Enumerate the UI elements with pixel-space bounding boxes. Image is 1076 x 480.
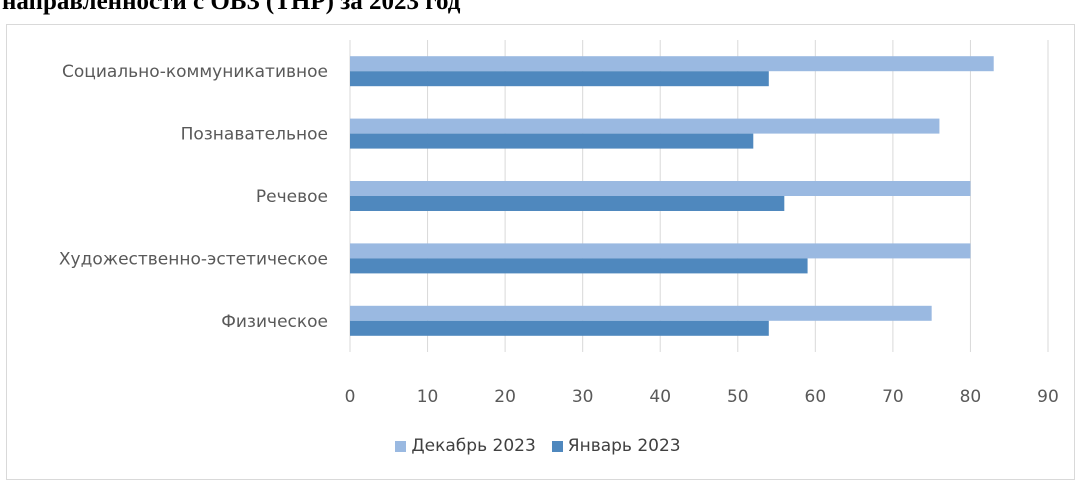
x-tick-label: 30 — [572, 387, 594, 407]
bar-january-0 — [350, 71, 769, 87]
bar-december-3 — [350, 243, 971, 259]
legend: Декабрь 2023 Январь 2023 — [0, 436, 1076, 456]
x-tick-label: 80 — [960, 387, 982, 407]
bar-december-1 — [350, 118, 940, 134]
legend-item-january: Январь 2023 — [551, 436, 681, 456]
category-label: Речевое — [256, 187, 328, 207]
bar-december-4 — [350, 305, 932, 321]
x-tick-label: 20 — [494, 387, 516, 407]
legend-label-december: Декабрь 2023 — [411, 436, 536, 456]
bar-december-0 — [350, 56, 994, 72]
x-tick-label: 90 — [1037, 387, 1059, 407]
x-tick-label: 70 — [882, 387, 904, 407]
category-label: Познавательное — [181, 125, 328, 145]
legend-item-december: Декабрь 2023 — [395, 436, 536, 456]
category-label: Физическое — [221, 312, 328, 332]
x-tick-label: 40 — [649, 387, 671, 407]
legend-swatch-december — [395, 440, 407, 452]
x-tick-label: 10 — [417, 387, 439, 407]
bar-january-4 — [350, 320, 769, 336]
x-tick-label: 60 — [805, 387, 827, 407]
legend-swatch-january — [551, 440, 563, 452]
bar-january-1 — [350, 133, 754, 149]
category-label: Художественно-эстетическое — [59, 249, 328, 269]
bar-december-2 — [350, 181, 971, 196]
legend-label-january: Январь 2023 — [567, 436, 681, 456]
bar-january-2 — [350, 196, 785, 211]
x-tick-label: 50 — [727, 387, 749, 407]
x-tick-label: 0 — [345, 387, 356, 407]
document-title: направленности с ОВЗ (ТНР) за 2023 год — [2, 0, 461, 15]
category-label: Социально-коммуникативное — [62, 62, 328, 82]
bar-january-3 — [350, 258, 808, 274]
